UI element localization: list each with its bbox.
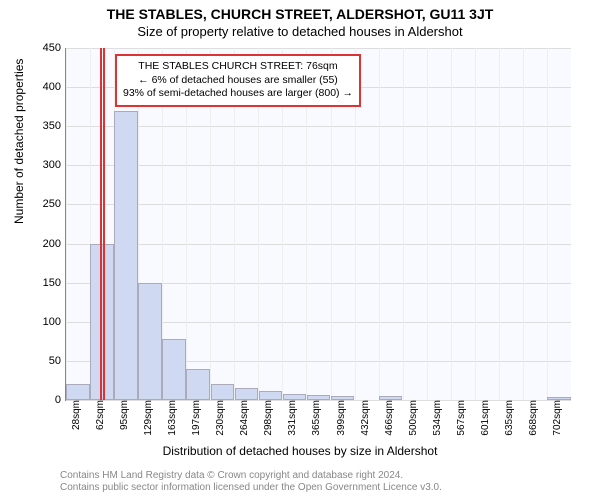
gridline-vertical bbox=[547, 48, 548, 400]
legend-box: THE STABLES CHURCH STREET: 76sqm← 6% of … bbox=[115, 54, 361, 107]
x-tick-label: 432sqm bbox=[360, 400, 371, 436]
gridline-vertical bbox=[451, 48, 452, 400]
y-tick-label: 300 bbox=[43, 159, 65, 171]
x-tick-label: 635sqm bbox=[504, 400, 515, 436]
x-tick-label: 365sqm bbox=[311, 400, 322, 436]
y-tick-label: 100 bbox=[43, 316, 65, 328]
x-tick-label: 95sqm bbox=[119, 400, 130, 430]
x-tick-label: 668sqm bbox=[528, 400, 539, 436]
y-axis-label: Number of detached properties bbox=[12, 59, 26, 224]
histogram-bar bbox=[235, 388, 259, 400]
y-tick-label: 200 bbox=[43, 238, 65, 250]
x-tick-label: 399sqm bbox=[336, 400, 347, 436]
histogram-bar bbox=[186, 369, 210, 400]
page-subtitle: Size of property relative to detached ho… bbox=[0, 22, 600, 39]
x-tick-label: 197sqm bbox=[191, 400, 202, 436]
x-tick-label: 500sqm bbox=[408, 400, 419, 436]
x-axis-label: Distribution of detached houses by size … bbox=[0, 444, 600, 458]
chart-container: THE STABLES, CHURCH STREET, ALDERSHOT, G… bbox=[0, 0, 600, 500]
gridline-vertical bbox=[379, 48, 380, 400]
footer-line1: Contains HM Land Registry data © Crown c… bbox=[60, 470, 442, 482]
gridline-horizontal bbox=[66, 165, 571, 166]
gridline-vertical bbox=[403, 48, 404, 400]
gridline-horizontal bbox=[66, 48, 571, 49]
gridline-vertical bbox=[523, 48, 524, 400]
gridline-vertical bbox=[499, 48, 500, 400]
y-tick-label: 150 bbox=[43, 277, 65, 289]
x-tick-label: 567sqm bbox=[456, 400, 467, 436]
x-tick-label: 601sqm bbox=[480, 400, 491, 436]
x-tick-label: 129sqm bbox=[143, 400, 154, 436]
gridline-horizontal bbox=[66, 204, 571, 205]
histogram-bar bbox=[138, 283, 162, 400]
histogram-bar bbox=[211, 384, 235, 400]
x-tick-label: 264sqm bbox=[239, 400, 250, 436]
y-tick-label: 250 bbox=[43, 198, 65, 210]
y-tick-label: 450 bbox=[43, 42, 65, 54]
x-tick-label: 534sqm bbox=[432, 400, 443, 436]
y-tick-label: 0 bbox=[55, 394, 65, 406]
x-tick-label: 230sqm bbox=[215, 400, 226, 436]
page-title: THE STABLES, CHURCH STREET, ALDERSHOT, G… bbox=[0, 0, 600, 22]
gridline-vertical bbox=[475, 48, 476, 400]
property-marker-line bbox=[100, 48, 105, 400]
histogram-bar bbox=[66, 384, 90, 400]
x-tick-label: 298sqm bbox=[263, 400, 274, 436]
x-tick-label: 62sqm bbox=[95, 400, 106, 430]
x-tick-label: 28sqm bbox=[71, 400, 82, 430]
footer-text: Contains HM Land Registry data © Crown c… bbox=[60, 470, 442, 494]
y-tick-label: 350 bbox=[43, 120, 65, 132]
x-tick-label: 163sqm bbox=[167, 400, 178, 436]
histogram-bar bbox=[162, 339, 186, 400]
legend-line: ← 6% of detached houses are smaller (55) bbox=[123, 74, 353, 88]
gridline-vertical bbox=[427, 48, 428, 400]
legend-line: 93% of semi-detached houses are larger (… bbox=[123, 87, 353, 101]
gridline-horizontal bbox=[66, 244, 571, 245]
x-tick-label: 331sqm bbox=[287, 400, 298, 436]
legend-line: THE STABLES CHURCH STREET: 76sqm bbox=[123, 60, 353, 74]
plot-area: THE STABLES CHURCH STREET: 76sqm← 6% of … bbox=[65, 48, 570, 400]
gridline-horizontal bbox=[66, 126, 571, 127]
y-tick-label: 400 bbox=[43, 81, 65, 93]
x-tick-label: 702sqm bbox=[552, 400, 563, 436]
histogram-bar bbox=[114, 111, 138, 400]
gridline-vertical bbox=[66, 48, 67, 400]
y-tick-label: 50 bbox=[49, 355, 65, 367]
x-tick-label: 466sqm bbox=[384, 400, 395, 436]
histogram-bar bbox=[259, 391, 283, 400]
footer-line2: Contains public sector information licen… bbox=[60, 482, 442, 494]
